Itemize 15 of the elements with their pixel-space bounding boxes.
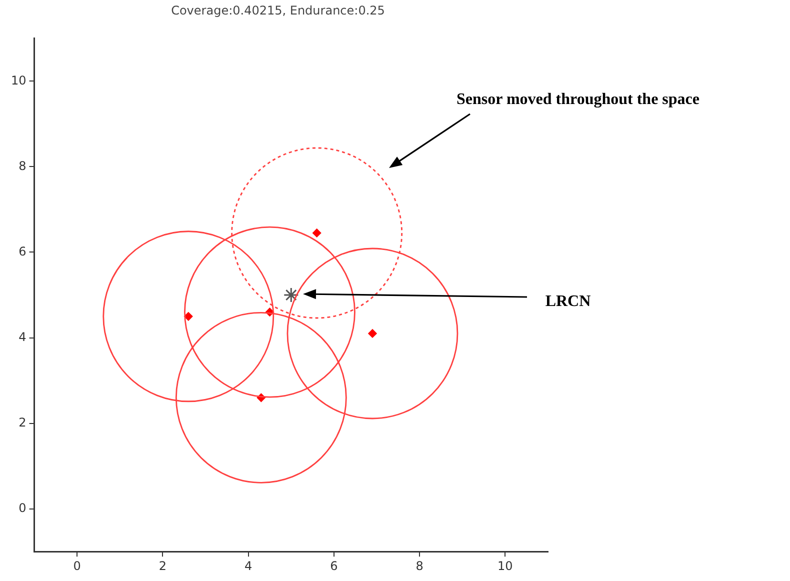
y-tick-label: 10 [10, 73, 26, 88]
annotation: Sensor moved throughout the space [456, 91, 700, 108]
annotation: LRCN [545, 293, 592, 310]
y-tick-label: 6 [18, 244, 26, 258]
chart-title: Coverage:0.40215, Endurance:0.25 [171, 3, 385, 18]
x-tick-label: 6 [330, 558, 338, 573]
x-tick-label: 0 [73, 558, 81, 573]
y-tick-label: 2 [18, 415, 26, 430]
y-tick-label: 0 [18, 500, 26, 515]
y-tick-label: 8 [18, 158, 26, 173]
x-tick-label: 8 [416, 558, 424, 573]
x-tick-label: 2 [158, 558, 167, 573]
x-tick-label: 10 [498, 558, 513, 573]
y-tick-label: 4 [18, 330, 26, 344]
x-tick-label: 4 [244, 558, 252, 573]
